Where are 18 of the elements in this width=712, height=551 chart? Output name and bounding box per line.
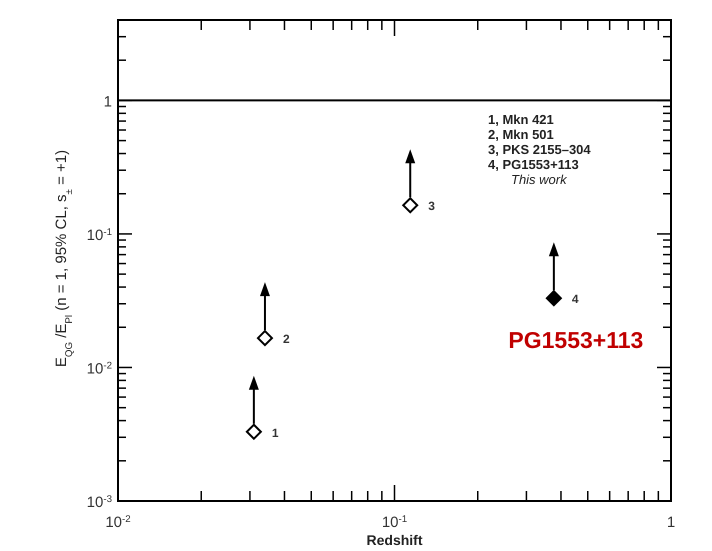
annotation: 4, PG1553+113 (488, 157, 579, 172)
annotation: 2, Mkn 501 (488, 127, 554, 142)
x-axis-title: Redshift (366, 532, 423, 548)
y-tick-label: 10$^{-2}$ (86, 360, 112, 378)
x-tick-label: 10$^{-2}$ (105, 514, 131, 531)
annotation: PG1553+113 (508, 327, 644, 354)
y-tick-label: 10$^{-3}$ (86, 494, 112, 511)
annotation: 2 (282, 332, 290, 346)
annotation: 1, Mkn 421 (488, 112, 554, 127)
annotation: 3, PKS 2155–304 (488, 142, 592, 157)
x-tick-label: 1 (666, 514, 676, 531)
annotation: 4 (572, 292, 579, 306)
y-tick-label: 10$^{-1}$ (86, 226, 112, 244)
y-tick-label: 1 (104, 93, 112, 110)
x-tick-label: 10$^{-1}$ (382, 514, 408, 531)
annotation: This work (511, 172, 568, 187)
annotation: 3 (428, 199, 436, 214)
annotation: 1 (272, 426, 279, 440)
